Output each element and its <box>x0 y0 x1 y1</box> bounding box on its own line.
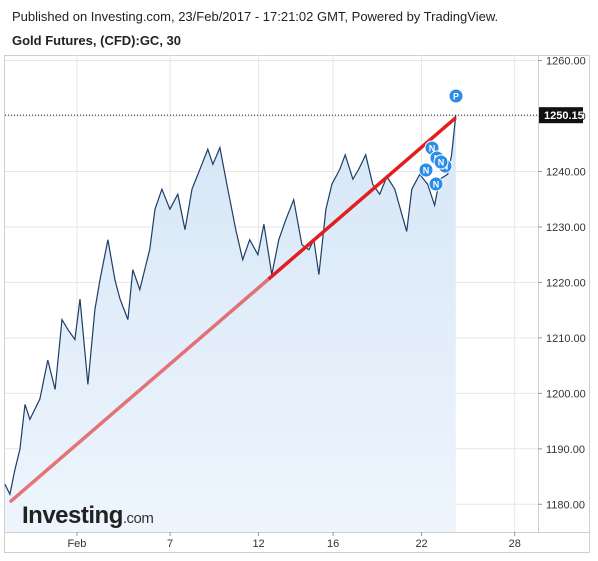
news-marker-label: P <box>453 92 459 102</box>
news-marker-label: N <box>438 158 445 168</box>
x-tick-label: 28 <box>509 538 521 550</box>
news-marker-label: N <box>429 144 436 154</box>
trendline-upper <box>267 116 457 281</box>
trendline-lower <box>8 277 270 504</box>
published-line: Published on Investing.com, 23/Feb/2017 … <box>12 9 498 24</box>
symbol-title: Gold Futures, (CFD):GC, 30 <box>12 33 181 48</box>
x-tick-label: 16 <box>327 538 339 550</box>
y-tick-label: 1180.00 <box>546 499 585 511</box>
y-tick-label: 1200.00 <box>546 388 586 400</box>
last-value-label: 1250.15 <box>544 110 584 122</box>
y-tick-label: 1260.00 <box>546 56 586 68</box>
x-tick-label: Feb <box>67 538 86 550</box>
chart-frame <box>4 55 590 553</box>
news-marker <box>428 176 444 192</box>
area-fill <box>5 115 456 532</box>
y-tick-label: 1190.00 <box>546 444 585 456</box>
y-tick-label: 1210.00 <box>546 333 586 345</box>
x-tick-label: 12 <box>252 538 264 550</box>
x-tick-label: 7 <box>167 538 173 550</box>
news-marker-label: N <box>423 166 430 176</box>
y-tick-label: 1240.00 <box>546 166 586 178</box>
logo-brand-text: Investing <box>22 502 123 529</box>
logo-brand: Investing.com <box>22 502 153 529</box>
y-tick-label: 1230.00 <box>546 222 586 234</box>
logo-suffix: .com <box>123 510 154 527</box>
news-marker <box>448 88 464 104</box>
news-marker-label: N <box>433 180 440 190</box>
x-tick-label: 22 <box>415 538 427 550</box>
last-value-box <box>539 107 583 124</box>
news-marker <box>433 154 449 170</box>
news-marker <box>418 162 434 178</box>
y-tick-label: 1220.00 <box>546 277 586 289</box>
